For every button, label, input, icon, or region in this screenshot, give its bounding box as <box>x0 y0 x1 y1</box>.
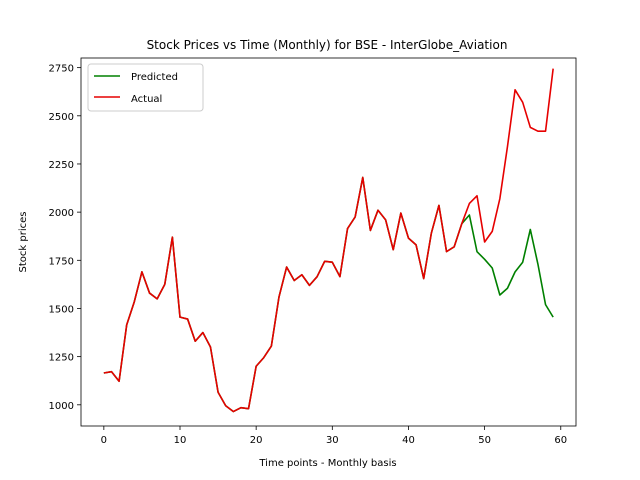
x-axis-ticks: 0 10 20 30 40 50 60 <box>101 426 567 446</box>
y-tick-label: 2000 <box>49 208 74 219</box>
y-tick-label: 2500 <box>49 112 74 123</box>
x-tick-label: 10 <box>174 435 187 446</box>
legend-label-predicted: Predicted <box>131 72 178 83</box>
x-tick-label: 60 <box>554 435 567 446</box>
legend: Predicted Actual <box>87 63 204 112</box>
y-tick-label: 1250 <box>49 353 74 364</box>
x-axis-label: Time points - Monthly basis <box>258 458 396 469</box>
x-tick-label: 50 <box>478 435 491 446</box>
y-tick-label: 1500 <box>49 304 74 315</box>
y-tick-label: 1750 <box>49 256 74 267</box>
plot-area <box>103 68 554 413</box>
x-tick-label: 40 <box>402 435 415 446</box>
y-tick-label: 2750 <box>49 64 74 75</box>
y-tick-label: 1000 <box>49 401 74 412</box>
x-tick-label: 30 <box>326 435 339 446</box>
x-tick-label: 0 <box>101 435 107 446</box>
x-tick-label: 20 <box>250 435 263 446</box>
chart-title: Stock Prices vs Time (Monthly) for BSE -… <box>147 38 508 52</box>
y-axis-label: Stock prices <box>18 212 29 273</box>
series-line-actual <box>103 68 554 413</box>
legend-label-actual: Actual <box>131 94 162 105</box>
y-axis-ticks: 1000 1250 1500 1750 2000 2250 2500 2750 <box>49 64 81 412</box>
plot-frame <box>80 57 577 427</box>
y-tick-label: 2250 <box>49 160 74 171</box>
